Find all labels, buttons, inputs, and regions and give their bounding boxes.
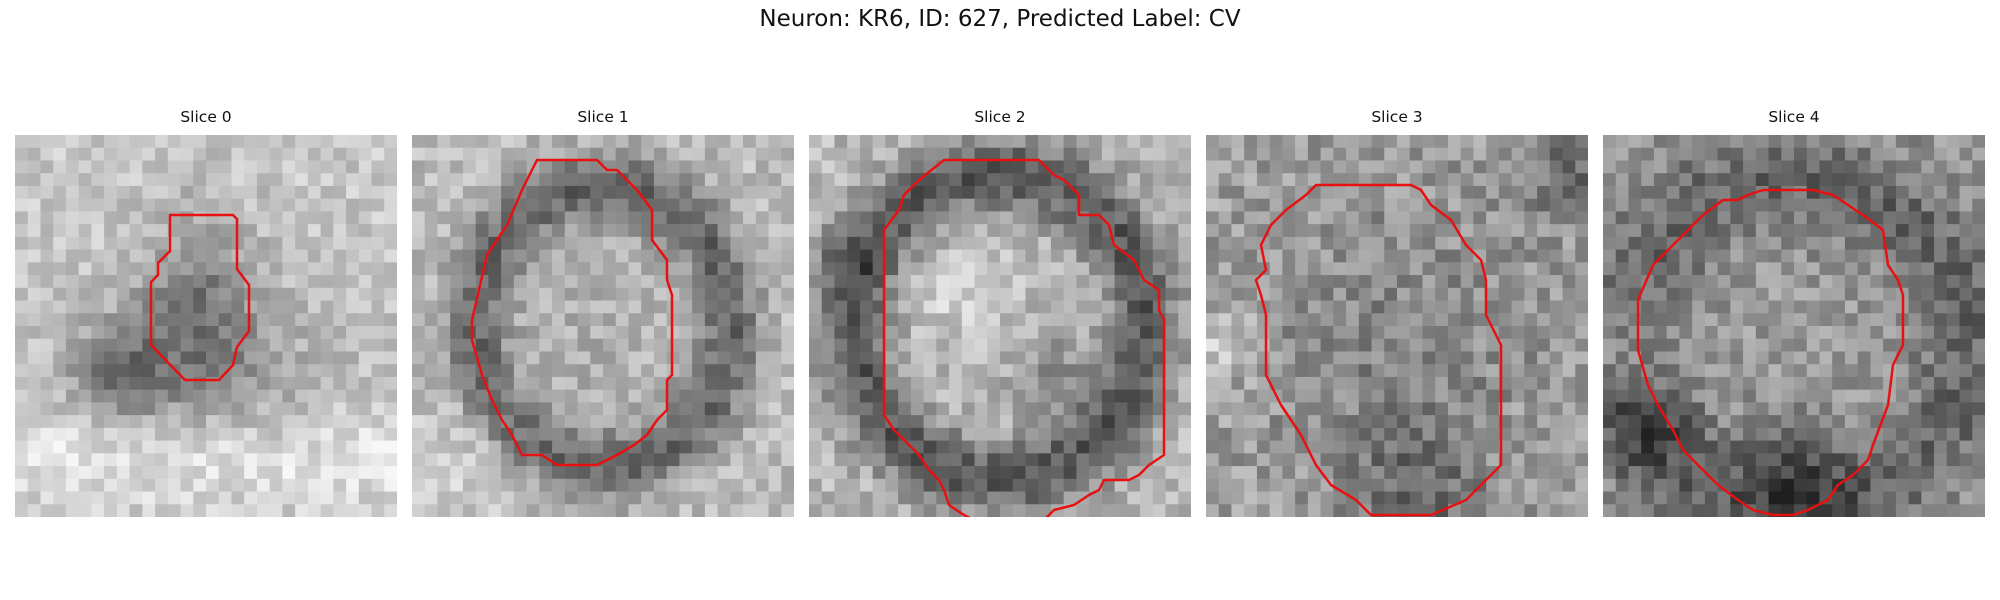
contour-outline-3 [1254,183,1503,517]
slice-panel-1: Slice 1 [412,108,794,528]
slice-image-4 [1603,135,1985,517]
contour-outline-1 [470,158,674,467]
slice-panel-4: Slice 4 [1603,108,1985,528]
slice-image-3 [1206,135,1588,517]
figure-title: Neuron: KR6, ID: 627, Predicted Label: C… [759,6,1241,32]
contour-outline-4 [1636,188,1905,517]
slice-title-0: Slice 0 [180,108,232,126]
slice-image-1 [412,135,794,517]
contour-outline-2 [882,158,1166,517]
slice-title-2: Slice 2 [974,108,1026,126]
slice-panel-3: Slice 3 [1206,108,1588,528]
slice-title-1: Slice 1 [577,108,629,126]
slice-panel-0: Slice 0 [15,108,397,528]
slice-title-4: Slice 4 [1768,108,1820,126]
slice-panel-2: Slice 2 [809,108,1191,528]
slice-title-3: Slice 3 [1371,108,1423,126]
contour-outline-0 [149,213,251,382]
slice-image-0 [15,135,397,517]
slice-image-2 [809,135,1191,517]
